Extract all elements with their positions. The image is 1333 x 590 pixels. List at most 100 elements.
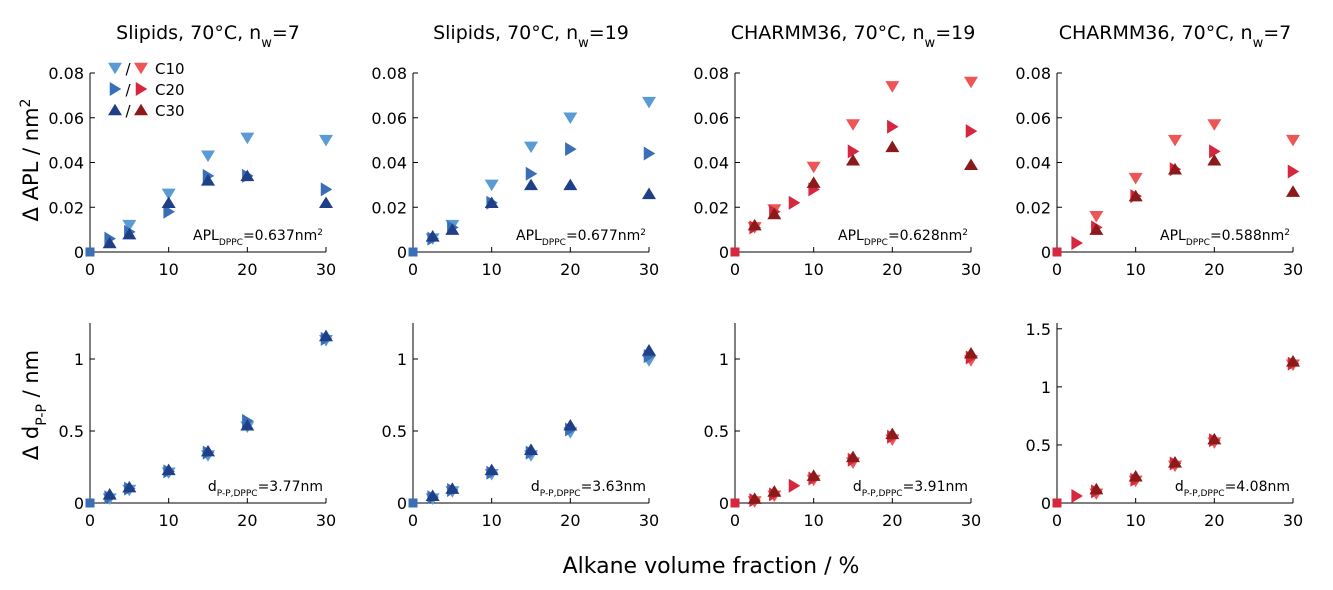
data-point-c20 (887, 119, 899, 134)
series-c30 (102, 329, 333, 500)
data-point-c20 (1209, 144, 1221, 159)
y-tick-label: 1 (397, 350, 407, 369)
origin-marker (85, 498, 95, 508)
data-point-c10 (1207, 119, 1222, 131)
y-tick-label: 0.5 (704, 422, 729, 441)
y-tick-label: 0.08 (48, 64, 84, 83)
y-tick-label: 0.08 (693, 64, 729, 83)
y-tick-label: 0 (397, 494, 407, 513)
y-tick-label: 1 (1041, 378, 1051, 397)
legend-marker-red-c30 (134, 103, 148, 116)
legend-label: C10 (155, 60, 185, 78)
x-tick-label: 30 (639, 511, 659, 530)
reference-annotation: dP-P,DPPC=3.91nm (853, 479, 968, 499)
series-c30 (747, 346, 978, 504)
x-tick-label: 20 (237, 260, 257, 279)
x-tick-label: 10 (481, 511, 501, 530)
panel-dpp-4: 0 0.5 1 1.5 0 10 20 30 dP-P,DPPC=4.08nm (1026, 320, 1304, 530)
data-point-c30 (524, 443, 538, 455)
y-axis-label-bottom: Δ dP-P / nm (19, 350, 50, 460)
y-tick-label: 0.06 (693, 109, 729, 128)
y-tick-label: 0 (74, 494, 84, 513)
x-tick-label: 0 (85, 511, 95, 530)
panel-title: Slipids, 70°C, nw=19 (433, 22, 629, 51)
x-tick-label: 10 (803, 511, 823, 530)
y-tick-label: 0.02 (1015, 198, 1051, 217)
data-point-c10 (846, 119, 860, 131)
data-point-c30 (885, 427, 900, 440)
data-point-c30 (201, 444, 215, 457)
data-point-c20 (1071, 489, 1083, 504)
data-point-c30 (524, 178, 538, 191)
data-point-c30 (319, 329, 333, 342)
y-tick-label: 0 (1041, 494, 1051, 513)
data-point-c30 (846, 450, 860, 463)
x-tick-label: 10 (481, 260, 501, 279)
data-point-c10 (964, 76, 978, 89)
panel-apl-2: Slipids, 70°C, nw=19 0 0.02 0.04 0.06 0.08 0 10… (371, 22, 659, 279)
data-point-c30 (747, 218, 762, 231)
x-tick-label: 0 (730, 260, 740, 279)
data-point-c30 (885, 140, 900, 153)
panel-apl-4: CHARMM36, 70°C, nw=7 0 0.02 0.04 0.06 0.08 0 10… (1015, 22, 1303, 279)
panel-title: Slipids, 70°C, nw=7 (116, 22, 300, 51)
data-point-c30 (319, 196, 333, 209)
y-tick-label: 0.02 (371, 198, 407, 217)
panel-title: CHARMM36, 70°C, nw=7 (1059, 22, 1292, 51)
data-point-c30 (102, 488, 117, 500)
y-tick-label: 0.06 (48, 109, 84, 128)
x-tick-label: 0 (1052, 260, 1062, 279)
data-point-c10 (1089, 210, 1104, 223)
panel-title: CHARMM36, 70°C, nw=19 (731, 22, 976, 51)
data-point-c30 (1168, 162, 1182, 175)
data-point-c30 (767, 485, 782, 497)
reference-annotation: dP-P,DPPC=3.63nm (531, 479, 646, 499)
x-tick-label: 20 (882, 511, 902, 530)
y-tick-label: 0.08 (371, 64, 407, 83)
x-tick-label: 20 (560, 260, 580, 279)
series-c30 (1089, 355, 1300, 495)
y-tick-label: 0.02 (693, 198, 729, 217)
panel-apl-1: Slipids, 70°C, nw=7 0 0.02 0.04 0.06 0.08 0 10 2… (48, 22, 336, 279)
series-c30 (425, 344, 656, 502)
x-tick-label: 10 (1125, 260, 1145, 279)
data-point-c30 (1089, 482, 1104, 495)
y-tick-label: 0.5 (59, 422, 84, 441)
y-tick-label: 1.5 (1026, 320, 1051, 339)
data-point-c10 (1168, 134, 1182, 147)
data-point-c30 (201, 174, 215, 186)
reference-annotation: APLDPPC=0.628nm2 (838, 228, 968, 248)
x-tick-label: 30 (961, 511, 981, 530)
y-tick-label: 0.5 (382, 422, 407, 441)
reference-annotation: dP-P,DPPC=3.77nm (208, 479, 323, 499)
x-tick-label: 30 (316, 260, 336, 279)
data-point-c30 (806, 176, 821, 188)
y-tick-label: 0.08 (1015, 64, 1051, 83)
data-point-c30 (642, 344, 656, 356)
reference-annotation: APLDPPC=0.588nm2 (1160, 228, 1290, 248)
data-point-c30 (122, 227, 137, 240)
series-c20 (749, 119, 978, 235)
origin-marker (85, 247, 95, 257)
data-point-c30 (161, 463, 176, 476)
x-tick-label: 20 (237, 511, 257, 530)
x-tick-label: 10 (803, 260, 823, 279)
reference-annotation: APLDPPC=0.637nm2 (193, 228, 323, 248)
x-tick-label: 30 (639, 260, 659, 279)
origin-marker (408, 498, 418, 508)
data-point-c20 (565, 142, 577, 157)
data-point-c30 (1128, 469, 1143, 482)
y-tick-label: 0.04 (48, 154, 84, 173)
x-tick-label: 20 (1204, 260, 1224, 279)
data-point-c10 (524, 141, 538, 154)
data-point-c30 (964, 346, 978, 359)
data-point-c20 (643, 146, 656, 161)
series-c30 (102, 169, 333, 249)
data-point-c30 (425, 230, 440, 242)
data-point-c10 (484, 179, 499, 192)
data-point-c30 (240, 169, 255, 182)
data-point-c30 (240, 418, 255, 431)
x-tick-label: 10 (158, 511, 178, 530)
